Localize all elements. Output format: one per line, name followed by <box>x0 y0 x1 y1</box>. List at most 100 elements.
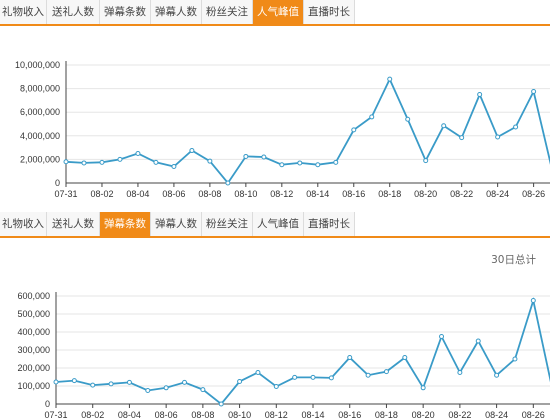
data-point[interactable] <box>351 127 357 133</box>
data-point[interactable] <box>513 124 519 130</box>
tab-3[interactable]: 弹幕条数 <box>100 212 151 236</box>
data-point[interactable] <box>423 158 429 164</box>
tab-5[interactable]: 粉丝关注 <box>202 0 253 24</box>
tab-2[interactable]: 送礼人数 <box>47 212 100 236</box>
data-point[interactable] <box>171 163 177 169</box>
tab-5[interactable]: 粉丝关注 <box>202 212 253 236</box>
data-point[interactable] <box>153 159 159 165</box>
y-tick-label: 0 <box>55 178 60 188</box>
x-tick-label: 08-16 <box>342 189 365 199</box>
data-point[interactable] <box>243 153 249 159</box>
data-point[interactable] <box>126 379 132 385</box>
data-point[interactable] <box>261 154 267 160</box>
data-point[interactable] <box>439 334 445 339</box>
data-point[interactable] <box>292 374 298 380</box>
tab-7[interactable]: 直播时长 <box>304 0 355 24</box>
y-tick-label: 2,000,000 <box>20 154 60 164</box>
x-tick-label: 08-12 <box>270 189 293 199</box>
data-point[interactable] <box>53 379 59 385</box>
tab-bar-top: 礼物收入 送礼人数 弹幕条数 弹幕人数 粉丝关注 人气峰值 直播时长 <box>0 0 550 26</box>
data-point[interactable] <box>200 387 206 393</box>
data-point[interactable] <box>273 384 279 390</box>
x-tick-label: 08-22 <box>450 189 473 199</box>
tab-6[interactable]: 人气峰值 <box>253 0 304 24</box>
data-point[interactable] <box>135 151 141 156</box>
x-tick-label: 08-08 <box>191 410 214 420</box>
data-point[interactable] <box>530 298 536 303</box>
y-tick-label: 200,000 <box>17 363 50 373</box>
y-tick-label: 8,000,000 <box>20 84 60 94</box>
data-point[interactable] <box>531 89 537 95</box>
data-point[interactable] <box>347 355 353 361</box>
data-point[interactable] <box>459 135 465 141</box>
data-point[interactable] <box>328 375 334 381</box>
tab-1[interactable]: 礼物收入 <box>0 212 47 236</box>
data-point[interactable] <box>441 123 447 129</box>
y-tick-label: 500,000 <box>17 309 50 319</box>
tab-6[interactable]: 人气峰值 <box>253 212 304 236</box>
data-point[interactable] <box>310 374 316 380</box>
x-tick-label: 08-22 <box>448 410 471 420</box>
y-tick-label: 400,000 <box>17 327 50 337</box>
data-point[interactable] <box>90 382 96 388</box>
data-point[interactable] <box>182 379 188 385</box>
data-point[interactable] <box>475 338 481 344</box>
popularity-peak-line-chart: 0 2,000,000 4,000,000 6,000,000 8,000,000 10,… <box>15 60 550 199</box>
data-point[interactable] <box>494 372 500 378</box>
data-point[interactable] <box>512 356 518 362</box>
data-point[interactable] <box>207 158 213 164</box>
data-point[interactable] <box>477 92 483 97</box>
data-point[interactable] <box>237 379 243 384</box>
data-point[interactable] <box>63 159 69 165</box>
x-tick-label: 07-31 <box>44 410 67 420</box>
x-tick-label: 08-06 <box>162 189 185 199</box>
data-point[interactable] <box>225 180 231 186</box>
y-tick-label: 0 <box>45 399 50 409</box>
panel-popularity-peak: 礼物收入 送礼人数 弹幕条数 弹幕人数 粉丝关注 人气峰值 直播时长 0 2,000,000 4… <box>0 0 550 199</box>
data-point[interactable] <box>117 156 123 162</box>
data-point[interactable] <box>218 401 224 407</box>
y-tick-label: 4,000,000 <box>20 131 60 141</box>
data-point[interactable] <box>495 134 501 140</box>
x-tick-label: 08-20 <box>412 410 435 420</box>
data-point[interactable] <box>279 162 285 168</box>
x-tick-label: 07-31 <box>54 189 77 199</box>
x-tick-label: 08-18 <box>378 189 401 199</box>
total-30-days-label: 30日总计 <box>491 254 536 266</box>
tab-3[interactable]: 弹幕条数 <box>100 0 151 24</box>
tab-7[interactable]: 直播时长 <box>304 212 355 236</box>
x-tick-label: 08-08 <box>198 189 221 199</box>
data-point[interactable] <box>71 378 77 384</box>
data-point[interactable] <box>420 385 426 391</box>
series-line <box>55 296 550 406</box>
x-tick-label: 08-02 <box>81 410 104 420</box>
data-point[interactable] <box>402 355 408 361</box>
x-tick-label: 08-10 <box>228 410 251 420</box>
data-point[interactable] <box>255 370 261 375</box>
data-point[interactable] <box>189 148 195 154</box>
data-point[interactable] <box>99 159 105 165</box>
data-point[interactable] <box>369 114 375 120</box>
y-tick-label: 100,000 <box>17 381 50 391</box>
x-tick-label: 08-24 <box>486 189 509 199</box>
x-tick-label: 08-06 <box>155 410 178 420</box>
data-point[interactable] <box>315 162 321 168</box>
data-point[interactable] <box>405 116 411 122</box>
data-point[interactable] <box>145 388 151 393</box>
data-point[interactable] <box>457 370 463 375</box>
data-point[interactable] <box>365 372 371 378</box>
data-point[interactable] <box>297 160 303 166</box>
y-tick-label: 300,000 <box>17 345 50 355</box>
tab-4[interactable]: 弹幕人数 <box>151 212 202 236</box>
tab-2[interactable]: 送礼人数 <box>47 0 100 24</box>
series-line <box>65 77 550 185</box>
data-point[interactable] <box>81 160 87 166</box>
tab-4[interactable]: 弹幕人数 <box>151 0 202 24</box>
tab-1[interactable]: 礼物收入 <box>0 0 47 24</box>
data-point[interactable] <box>383 369 389 375</box>
data-point[interactable] <box>387 76 393 82</box>
data-point[interactable] <box>333 159 339 165</box>
tab-bar-bottom: 礼物收入 送礼人数 弹幕条数 弹幕人数 粉丝关注 人气峰值 直播时长 <box>0 212 550 238</box>
data-point[interactable] <box>108 381 114 387</box>
data-point[interactable] <box>163 385 169 391</box>
